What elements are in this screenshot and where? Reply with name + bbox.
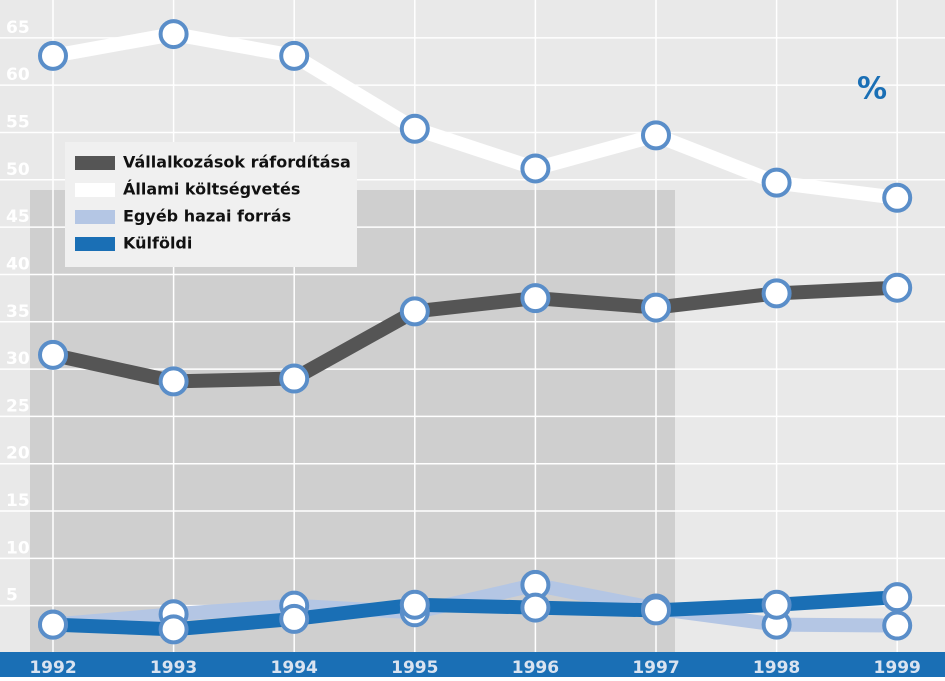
data-point <box>158 19 189 50</box>
legend-swatch <box>75 237 115 251</box>
y-tick-label: 65 <box>6 18 30 38</box>
data-point <box>520 592 551 623</box>
data-point <box>761 167 792 198</box>
y-tick-label: 35 <box>6 302 30 322</box>
legend-swatch <box>75 183 115 197</box>
data-point <box>38 339 68 370</box>
y-tick-label: 60 <box>6 65 30 85</box>
legend-swatch <box>75 156 115 170</box>
y-tick-label: 30 <box>6 349 30 369</box>
data-point <box>641 292 671 323</box>
y-tick-label: 45 <box>6 207 30 227</box>
series-line <box>51 27 899 205</box>
y-tick-label: 10 <box>6 538 30 558</box>
unit-label: % <box>857 72 887 107</box>
y-tick-label: 50 <box>6 160 30 180</box>
legend-label: Külföldi <box>123 234 192 253</box>
data-point <box>882 272 913 303</box>
data-point <box>641 120 671 151</box>
series-line <box>51 280 898 389</box>
data-point <box>279 40 310 71</box>
x-axis-band <box>0 652 945 677</box>
x-tick-label: 1993 <box>150 658 197 677</box>
x-tick-label: 1995 <box>391 658 438 677</box>
data-point <box>279 603 310 634</box>
x-tick-label: 1999 <box>874 658 921 677</box>
legend-label: Állami költségvetés <box>123 180 300 199</box>
data-point <box>399 113 430 144</box>
data-point <box>158 614 189 645</box>
x-tick-label: 1994 <box>271 658 318 677</box>
x-tick-label: 1998 <box>753 658 800 677</box>
legend-label: Egyéb hazai forrás <box>123 207 291 226</box>
series-line <box>52 577 898 633</box>
data-point <box>882 610 913 641</box>
x-tick-label: 1997 <box>632 658 679 677</box>
y-tick-label: 15 <box>6 491 30 511</box>
data-point <box>38 609 68 640</box>
y-tick-label: 20 <box>6 444 30 464</box>
data-point <box>761 589 792 620</box>
y-tick-label: 40 <box>6 254 30 274</box>
y-tick-label: 5 <box>6 586 18 606</box>
data-point <box>399 296 430 327</box>
data-point <box>279 363 310 394</box>
data-point <box>520 283 551 314</box>
y-tick-label: 55 <box>6 112 30 132</box>
data-point <box>641 595 671 626</box>
x-tick-label: 1996 <box>512 658 559 677</box>
y-tick-label: 25 <box>6 396 30 416</box>
data-point <box>399 589 430 620</box>
x-tick-label: 1992 <box>29 658 76 677</box>
data-point <box>520 153 551 184</box>
data-point <box>882 582 913 613</box>
series-line <box>52 590 898 637</box>
data-point <box>882 182 913 213</box>
data-point <box>38 40 68 71</box>
data-point <box>761 278 792 309</box>
data-point <box>158 366 189 397</box>
legend-swatch <box>75 210 115 224</box>
legend-label: Vállalkozások ráfordítása <box>123 153 351 172</box>
